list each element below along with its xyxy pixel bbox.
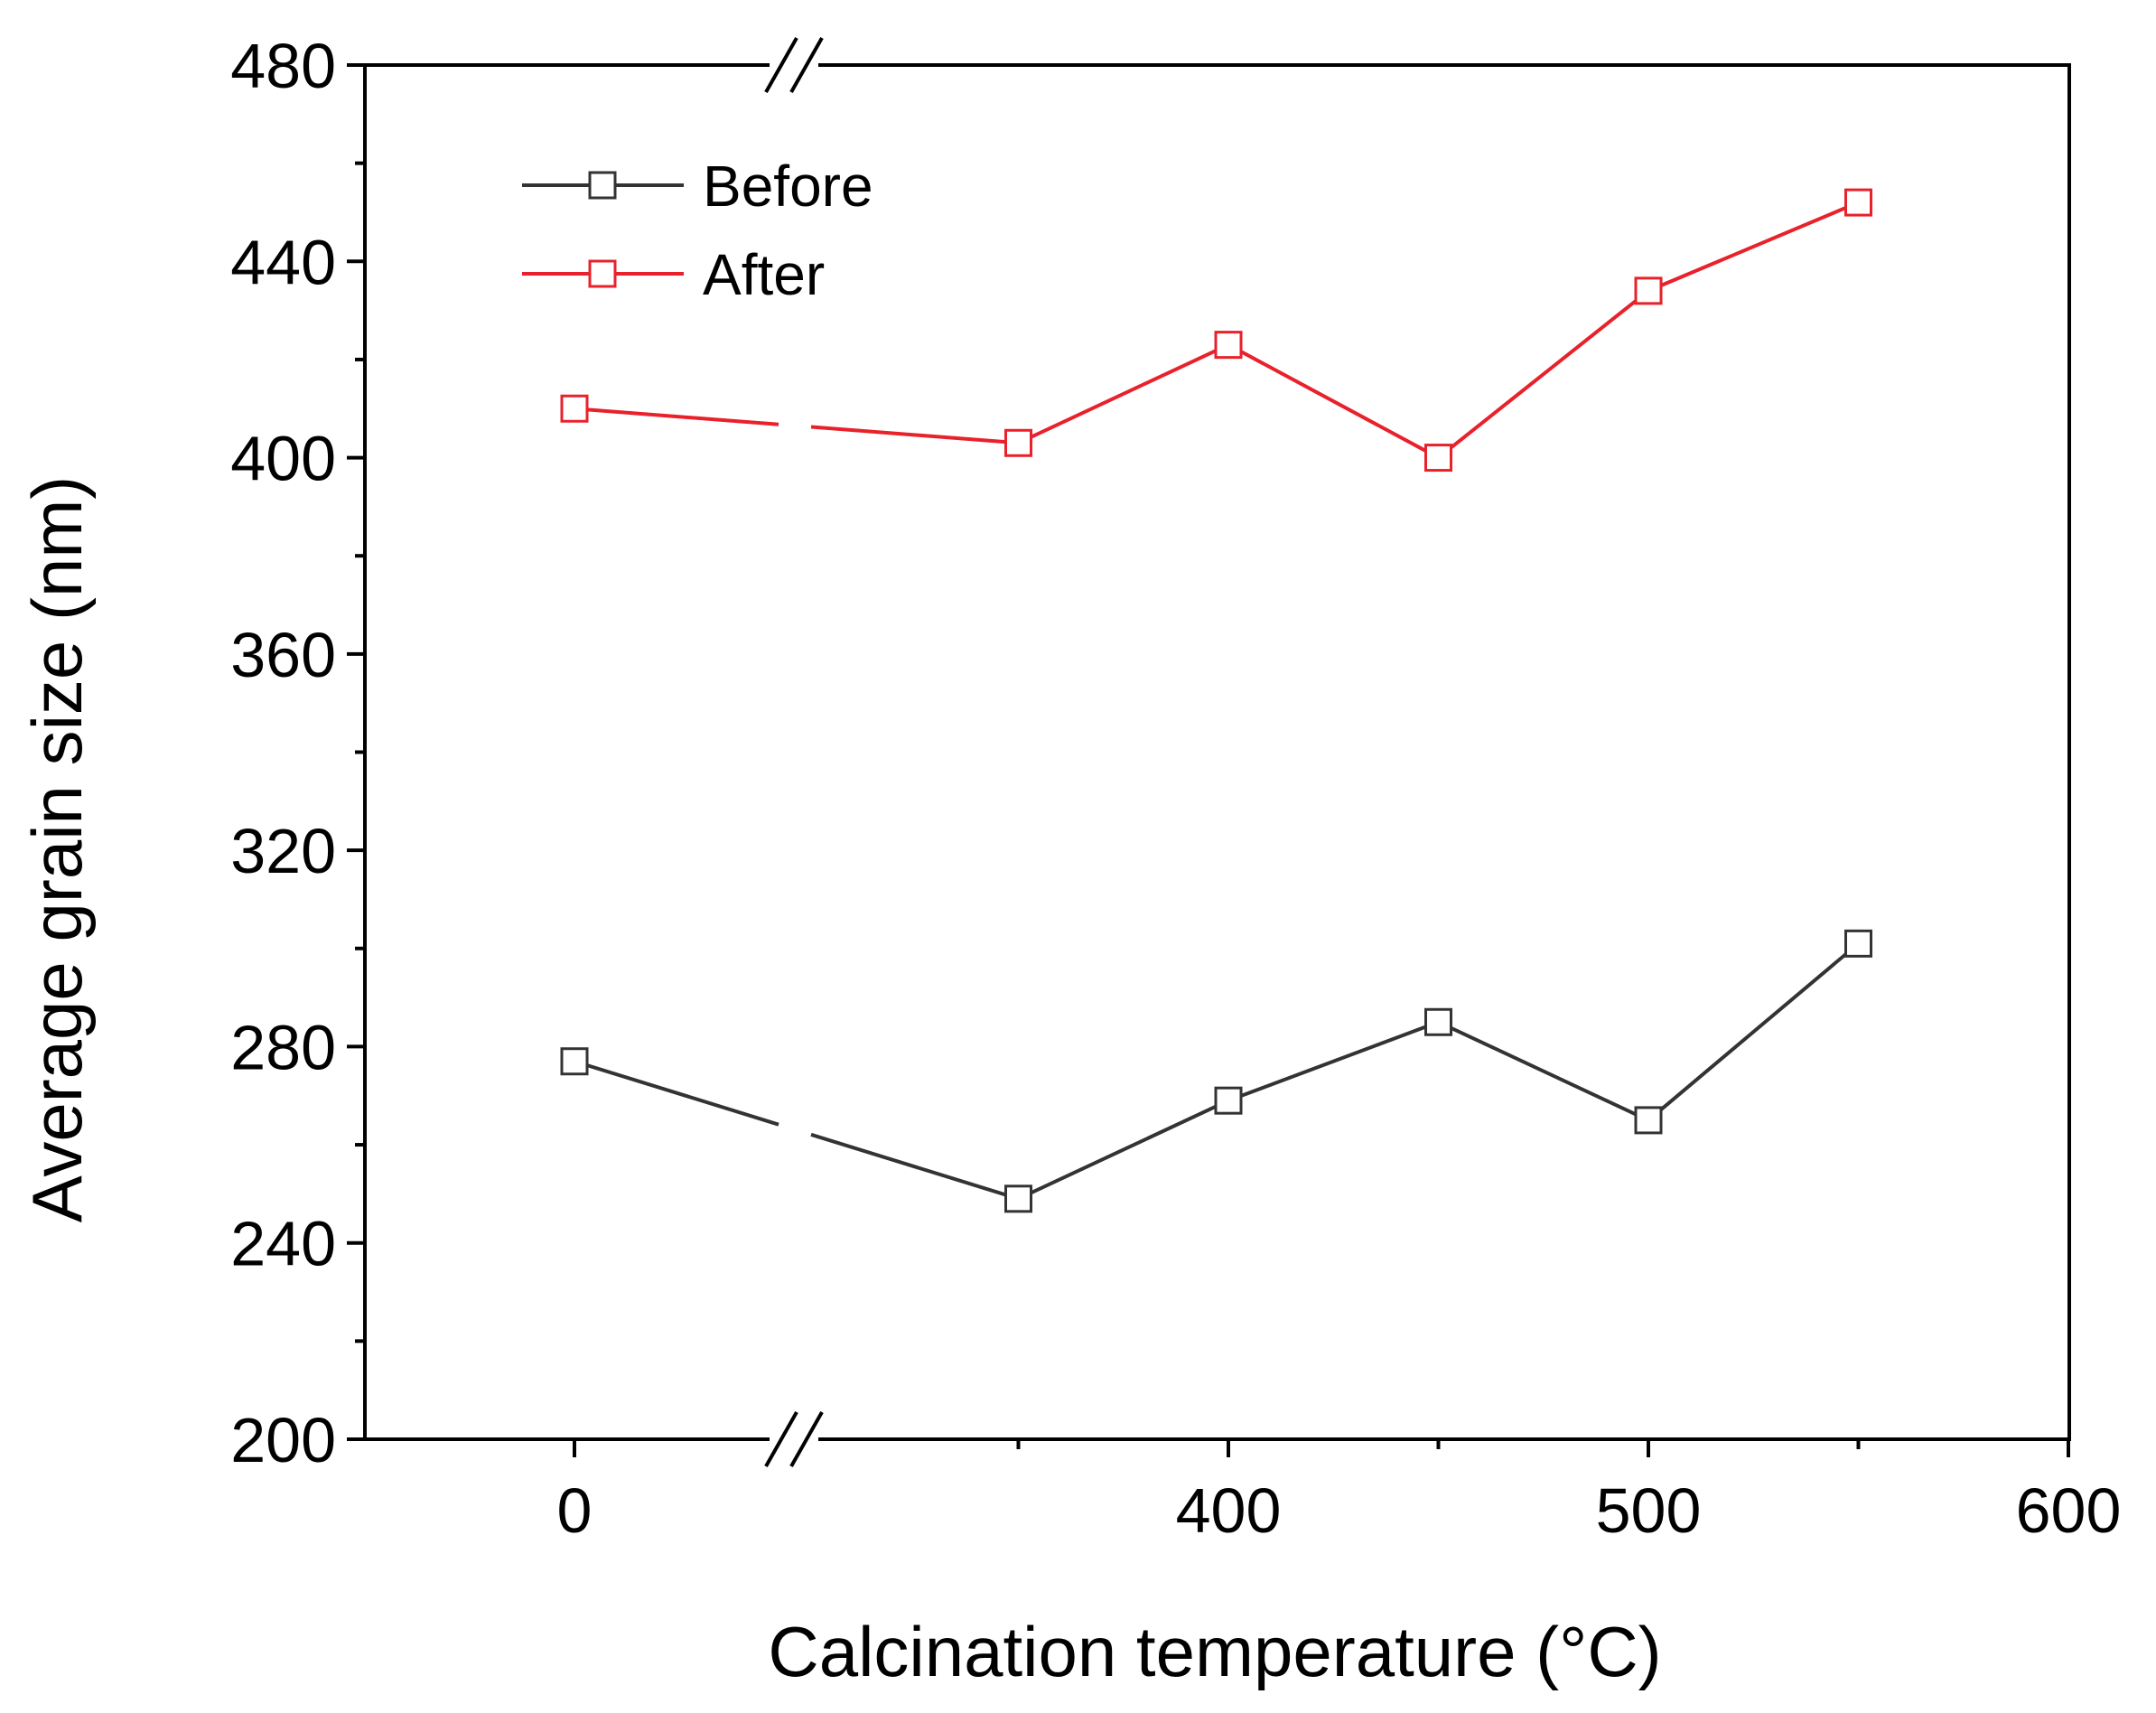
before-line-segment (1647, 941, 1860, 1122)
axis-break-slash (764, 1411, 798, 1467)
y-tick-label: 200 (230, 1405, 336, 1475)
axis-break-slash (764, 37, 798, 93)
axis-break-slash (789, 37, 824, 93)
before-data-point (1004, 1184, 1032, 1213)
after-line-segment (1017, 342, 1229, 445)
y-tick-label: 480 (230, 31, 336, 101)
before-line-segment (574, 1059, 779, 1127)
y-tick-label: 320 (230, 816, 336, 886)
y-tick-label: 400 (230, 424, 336, 494)
plot-border (363, 63, 2071, 1441)
x-tick-label: 400 (1176, 1475, 1282, 1546)
legend: Before After (522, 154, 873, 307)
y-tick-label: 280 (230, 1012, 336, 1082)
axis-break-marks (764, 37, 824, 1467)
plot-frame (363, 63, 2071, 1441)
after-line-segment (574, 407, 779, 426)
before-data-point (1844, 929, 1872, 958)
y-tick-label: 240 (230, 1209, 336, 1279)
axis-break-gap (770, 1434, 818, 1445)
before-data-point (1634, 1106, 1663, 1135)
after-line-segment (1437, 289, 1650, 460)
axis-break-gap (770, 60, 818, 70)
legend-before-label: Before (703, 154, 873, 219)
legend-after-marker (588, 259, 617, 288)
after-line-segment (810, 425, 1019, 445)
after-line-segment (1227, 342, 1440, 460)
before-line-segment (1437, 1020, 1649, 1122)
legend-before-marker (588, 171, 617, 200)
before-line-segment (810, 1132, 1020, 1201)
after-data-point (1004, 428, 1032, 457)
after-data-point (1844, 188, 1872, 217)
after-data-point (1214, 331, 1243, 360)
axis-break-slash (789, 1411, 824, 1467)
y-axis-title: Average grain size (nm) (17, 476, 97, 1223)
after-data-point (560, 394, 589, 423)
legend-after-label: After (703, 242, 825, 307)
x-tick-label: 0 (557, 1475, 593, 1546)
series-group (560, 188, 1872, 1213)
after-data-point (1634, 276, 1663, 305)
x-tick-label: 500 (1596, 1475, 1702, 1546)
before-data-point (1424, 1007, 1452, 1036)
y-axis: 200 240 280 320 360 400 440 480 (230, 31, 365, 1475)
before-line-segment (1227, 1020, 1440, 1103)
after-line-segment (1647, 201, 1860, 293)
before-line-segment (1017, 1099, 1229, 1201)
x-axis-title: Calcination temperature (°C) (768, 1612, 1661, 1691)
before-data-point (560, 1047, 589, 1076)
x-axis: 0 400 500 600 (557, 1439, 2122, 1546)
y-tick-label: 360 (230, 620, 336, 690)
x-tick-label: 600 (2016, 1475, 2122, 1546)
before-data-point (1214, 1086, 1243, 1115)
y-tick-label: 440 (230, 227, 336, 297)
after-data-point (1424, 444, 1452, 473)
